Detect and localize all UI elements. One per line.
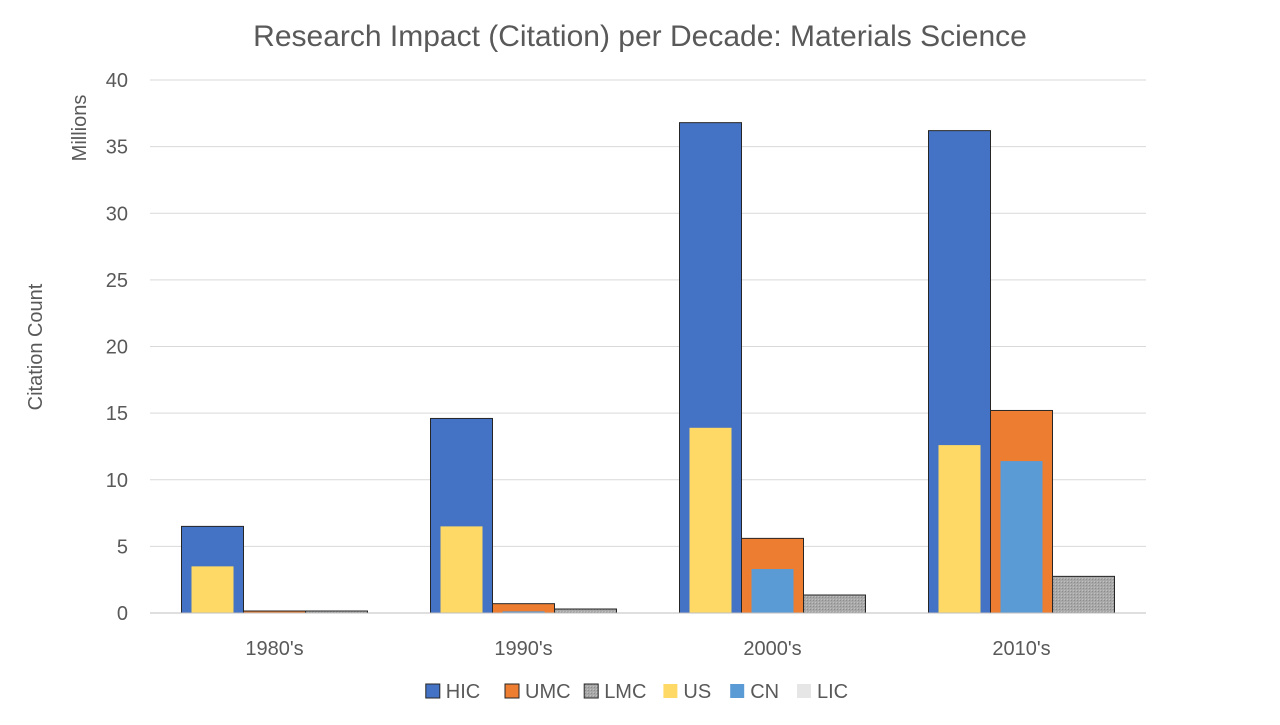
bar-us-1980-s	[192, 566, 234, 613]
bar-us-1990-s	[441, 526, 483, 613]
bar-cn-2010-s	[1001, 461, 1043, 613]
y-tick-label-10: 10	[106, 470, 128, 492]
legend-swatch-lic	[797, 684, 811, 698]
y-axis-label: Citation Count	[25, 283, 47, 410]
x-tick-label-1980-s: 1980's	[245, 638, 303, 660]
legend-label-cn: CN	[750, 681, 779, 703]
bar-us-2000-s	[690, 428, 732, 613]
legend-label-umc: UMC	[525, 681, 571, 703]
y-tick-label-15: 15	[106, 403, 128, 425]
legend-label-lmc: LMC	[604, 681, 646, 703]
x-axis-ticks: 1980's 1990's 2000's 2010's	[245, 638, 1050, 660]
legend-swatch-lmc	[584, 684, 598, 698]
bar-cn-2000-s	[752, 569, 794, 613]
x-tick-label-2000-s: 2000's	[743, 638, 801, 660]
x-tick-label-2010-s: 2010's	[992, 638, 1050, 660]
bar-lmc-1990-s	[555, 609, 617, 613]
y-tick-label-0: 0	[117, 603, 128, 625]
chart-title: Research Impact (Citation) per Decade: M…	[253, 20, 1027, 53]
y-tick-label-5: 5	[117, 536, 128, 558]
bar-us-2010-s	[939, 445, 981, 613]
legend-swatch-umc	[505, 684, 519, 698]
y-axis-unit-label: Millions	[69, 95, 91, 162]
x-tick-label-1990-s: 1990's	[494, 638, 552, 660]
legend-swatch-cn	[730, 684, 744, 698]
bar-lmc-2010-s	[1053, 576, 1115, 613]
y-tick-label-30: 30	[106, 203, 128, 225]
y-tick-label-25: 25	[106, 270, 128, 292]
y-axis-ticks: 0 5 10 15 20 25 30 35 40	[106, 70, 128, 625]
bars	[182, 123, 1115, 613]
y-tick-label-35: 35	[106, 137, 128, 159]
legend-label-hic: HIC	[446, 681, 480, 703]
y-tick-label-40: 40	[106, 70, 128, 92]
legend-label-lic: LIC	[817, 681, 848, 703]
y-tick-label-20: 20	[106, 337, 128, 359]
legend-swatch-hic	[426, 684, 440, 698]
legend-label-us: US	[683, 681, 711, 703]
legend-swatch-us	[663, 684, 677, 698]
bar-lmc-2000-s	[804, 595, 866, 613]
legend: HIC UMC LMC US CN LIC	[426, 681, 848, 703]
